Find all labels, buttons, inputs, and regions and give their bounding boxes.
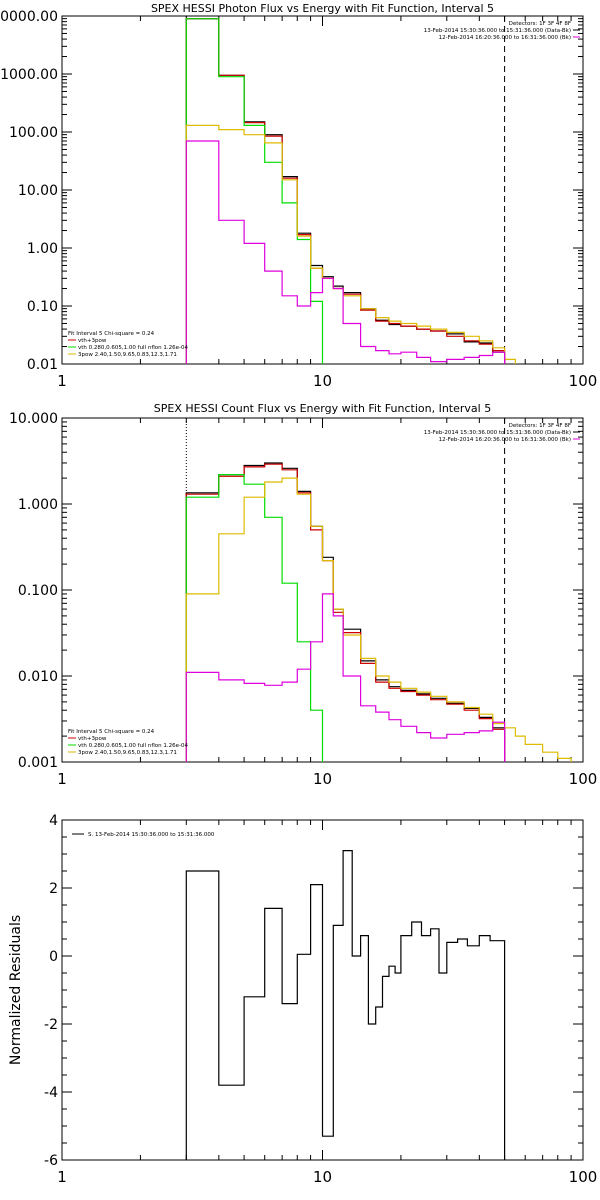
legend-entry: 13-Feb-2014 15:30:36.000 to 15:31:36.000…	[424, 430, 571, 436]
series-5-step-line	[185, 593, 506, 762]
chart-title: SPEX HESSI Photon Flux vs Energy with Fi…	[151, 2, 494, 15]
series-group	[185, 462, 572, 762]
series-1-step-line	[185, 18, 506, 364]
y-tick-label: 2	[49, 881, 58, 897]
y-tick-label: 4	[49, 813, 58, 829]
y-tick-label: -6	[44, 1153, 58, 1169]
y-tick-label: 100.00	[9, 125, 58, 141]
chart-panel-1: SPEX HESSI Photon Flux vs Energy with Fi…	[0, 2, 597, 390]
y-tick-label: 0.10	[27, 299, 58, 315]
series-4-step-line	[185, 477, 572, 762]
legend-entry: 3pow 2.40,1.50,9.65,0.83,12.3,1.71	[78, 352, 177, 358]
chart-title: SPEX HESSI Count Flux vs Energy with Fit…	[154, 402, 491, 415]
legend-entry: Detectors: 1F 3F 4F 8F	[509, 423, 571, 429]
series-4-step-line	[185, 124, 516, 364]
x-tick-label: 1	[57, 1168, 67, 1186]
legend-entry: Detectors: 1F 3F 4F 8F	[509, 21, 571, 27]
x-tick-label: 10	[313, 770, 332, 788]
y-tick-label: 0.010	[18, 669, 58, 685]
y-tick-label: 0.100	[18, 583, 58, 599]
x-tick-label: 10	[313, 372, 332, 390]
y-tick-label: 0000.00	[0, 9, 58, 25]
y-tick-label: 1.00	[27, 241, 58, 257]
legend-entry: vth+3pow	[78, 338, 107, 344]
y-tick-label: 10.000	[9, 411, 58, 427]
legend-entry: 13-Feb-2014 15:30:36.000 to 15:31:36.000…	[424, 28, 571, 34]
legend-entry: 3pow 2.40,1.50,9.65,0.83,12.3,1.71	[78, 750, 177, 756]
y-tick-label: 0.001	[18, 755, 58, 771]
x-tick-label: 100	[569, 1168, 598, 1186]
series-group	[185, 850, 506, 1160]
series-group	[185, 18, 516, 364]
legend-entry: S. 13-Feb-2014 15:30:36.000 to 15:31:36.…	[88, 832, 215, 838]
x-tick-label: 1	[57, 770, 67, 788]
series-3-step-line	[185, 474, 324, 762]
legend-entry: Fit Interval 5 Chi-square = 0.24	[68, 729, 155, 735]
y-tick-label: 0	[49, 949, 58, 965]
y-tick-label: -2	[44, 1017, 58, 1033]
x-tick-label: 100	[569, 770, 598, 788]
legend-entry: vth 0.280,0.605,1.00 full nflon 1.26e-04	[78, 743, 189, 749]
chart-panel-3: 1 10 100 4 2 0 -2 -4 -6 Normalized Residuals S. 13…	[8, 813, 597, 1186]
legend-entry: vth 0.280,0.605,1.00 full nflon 1.26e-04	[78, 345, 189, 351]
series-2-step-line	[185, 18, 506, 364]
legend-entry: vth+3pow	[78, 736, 107, 742]
legend-bottom-left: Fit Interval 5 Chi-square = 0.24vth+3pow…	[68, 331, 189, 358]
series-1-step-line	[185, 850, 506, 1160]
legend-entry: 12-Feb-2014 16:20:36.000 to 16:31:36.000…	[439, 437, 571, 443]
y-tick-label: 10.00	[18, 183, 58, 199]
y-tick-label: 1000.00	[0, 67, 58, 83]
legend-entry: Fit Interval 5 Chi-square = 0.24	[68, 331, 155, 337]
x-tick-label: 10	[313, 1168, 332, 1186]
series-5-step-line	[185, 140, 506, 364]
chart-panel-2: SPEX HESSI Count Flux vs Energy with Fit…	[9, 402, 597, 788]
x-tick-label: 100	[569, 372, 598, 390]
series-3-step-line	[185, 18, 324, 364]
x-tick-label: 1	[57, 372, 67, 390]
y-axis-label: Normalized Residuals	[8, 915, 24, 1065]
legend-top-left: S. 13-Feb-2014 15:30:36.000 to 15:31:36.…	[72, 832, 215, 838]
legend-bottom-left: Fit Interval 5 Chi-square = 0.24vth+3pow…	[68, 729, 189, 756]
legend-entry: 12-Feb-2014 16:20:36.000 to 16:31:36.000…	[439, 35, 571, 41]
y-tick-label: 1.000	[18, 497, 58, 513]
y-tick-label: -4	[44, 1085, 58, 1101]
y-tick-label: 0.01	[27, 357, 58, 373]
